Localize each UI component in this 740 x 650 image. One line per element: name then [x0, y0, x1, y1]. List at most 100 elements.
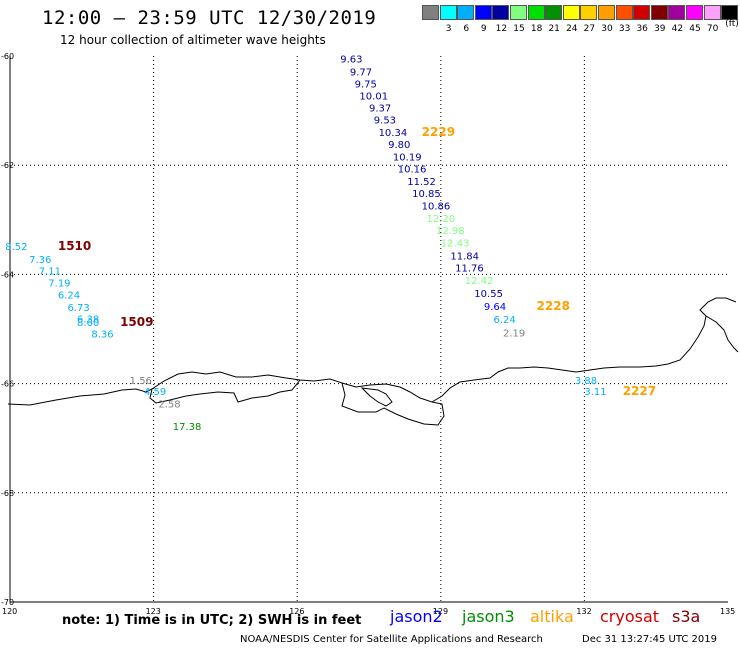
- longitude-label: 129: [433, 607, 448, 616]
- wave-height-value: 8.52: [5, 242, 27, 253]
- scale-swatch: [457, 5, 475, 20]
- latitude-label: -60: [1, 52, 14, 61]
- satellite-jason3: jason3: [462, 607, 515, 626]
- wave-height-value: 9.80: [388, 140, 410, 151]
- wave-height-value: 9.64: [484, 302, 506, 313]
- wave-height-observations: 9.639.779.7510.019.379.5310.349.8010.191…: [5, 55, 606, 433]
- scale-tick-label: 33: [618, 24, 631, 34]
- wave-height-value: 3.11: [584, 387, 606, 398]
- wave-height-value: 10.01: [359, 91, 388, 102]
- wave-height-value: 10.85: [412, 189, 441, 200]
- latitude-label: -66: [1, 380, 14, 389]
- scale-swatch: [668, 5, 686, 20]
- scale-swatch: [439, 5, 457, 20]
- credit-line: NOAA/NESDIS Center for Satellite Applica…: [240, 634, 543, 645]
- generation-timestamp: Dec 31 13:27:45 UTC 2019: [582, 634, 717, 645]
- scale-swatch: [721, 5, 739, 20]
- antarctic-coastline: [7, 297, 739, 426]
- map-frame: [9, 56, 728, 603]
- coastline-peninsula: [149, 379, 301, 404]
- scale-tick-label: 39: [654, 24, 666, 34]
- wave-height-value: 9.37: [369, 103, 391, 114]
- scale-tick-label: 24: [566, 24, 578, 34]
- pass-number: 2227: [623, 384, 656, 398]
- wave-height-value: 9.75: [355, 79, 377, 90]
- wave-height-value: 7.36: [29, 255, 51, 266]
- scale-tick-label: 6: [463, 24, 470, 34]
- wave-height-value: 1.56: [130, 376, 152, 387]
- scale-swatch: [598, 5, 615, 20]
- scale-swatch: [527, 5, 545, 20]
- scale-tick-label: 9: [480, 24, 487, 34]
- scale-tick-label: 30: [601, 24, 613, 34]
- longitude-label: 135: [720, 607, 735, 616]
- latitude-label: -70: [1, 598, 14, 607]
- scale-swatch: [615, 5, 633, 20]
- wave-height-value: 10.19: [393, 152, 422, 163]
- wave-height-value: 3.88: [575, 376, 597, 387]
- scale-tick-label: 12: [495, 24, 508, 34]
- wave-height-value: 6.73: [67, 303, 89, 314]
- longitude-label: 120: [2, 607, 17, 616]
- pass-number: 2229: [422, 125, 455, 139]
- wave-height-value: 12.20: [426, 214, 455, 225]
- wave-height-value: 6.24: [493, 315, 515, 326]
- satellite-jason2: jason2: [390, 607, 443, 626]
- satellite-altika: altika: [530, 607, 574, 626]
- footnote: note: 1) Time is in UTC; 2) SWH is in fe…: [62, 613, 362, 628]
- pass-number: 2228: [537, 299, 570, 313]
- wave-height-value: 10.16: [398, 164, 427, 175]
- wave-height-value: 11.52: [407, 177, 436, 188]
- wave-height-value: 6.38: [77, 315, 99, 326]
- scale-tick-label: 45: [689, 24, 701, 34]
- scale-tick-label: 27: [583, 24, 596, 34]
- pass-number: 1509: [120, 315, 153, 329]
- coastline-inlet: [341, 382, 445, 426]
- latitude-label: -64: [1, 270, 14, 279]
- wave-height-value: 8.60: [77, 318, 99, 329]
- wave-height-value: 12.42: [465, 276, 494, 287]
- coastline-bay: [360, 387, 393, 407]
- scale-tick-label: 18: [530, 24, 543, 34]
- scale-swatch: [492, 5, 510, 20]
- scale-tick-label: 3: [445, 24, 452, 34]
- wave-height-value: 6.24: [58, 291, 80, 302]
- scale-unit: (ft): [725, 19, 739, 29]
- wave-height-value: 7.11: [39, 267, 61, 278]
- scale-swatch: [633, 5, 651, 20]
- satellite-cryosat: cryosat: [600, 607, 660, 626]
- longitude-label: 126: [289, 607, 304, 616]
- wave-height-value: 10.55: [474, 289, 503, 300]
- scale-tick-label: 42: [671, 24, 684, 34]
- scale-swatch: [580, 5, 598, 20]
- wave-height-value: 7.19: [48, 279, 70, 290]
- wave-height-value: 12.98: [436, 226, 465, 237]
- wave-height-value: 2.19: [503, 328, 525, 339]
- scale-tick-label: 15: [513, 24, 525, 34]
- wave-height-value: 10.86: [422, 202, 451, 213]
- scale-swatch: [474, 5, 492, 20]
- latitude-label: -68: [1, 489, 14, 498]
- wave-height-value: 2.58: [158, 399, 180, 410]
- wave-height-value: 11.84: [450, 251, 479, 262]
- longitude-label: 132: [576, 607, 591, 616]
- wave-height-value: 10.34: [379, 128, 408, 139]
- scale-swatch: [562, 5, 580, 20]
- pass-number-labels: 2229 2228 2227 1510 1509: [58, 125, 656, 398]
- wave-height-value: 11.76: [455, 263, 484, 274]
- map-title: 12:00 – 23:59 UTC 12/30/2019: [42, 7, 377, 29]
- wave-height-value: 8.36: [91, 329, 113, 340]
- scale-swatch: [422, 5, 439, 20]
- longitude-label: 123: [146, 607, 161, 616]
- coastline-east-bay: [705, 315, 739, 353]
- wave-height-value: 12.43: [441, 239, 470, 250]
- wave-height-value: 17.38: [173, 422, 202, 433]
- scale-tick-label: 70: [706, 24, 719, 34]
- scale-swatch: [703, 5, 721, 20]
- scale-tick-label: 21: [548, 24, 560, 34]
- scale-swatch: [510, 5, 527, 20]
- wave-height-value: 9.63: [340, 55, 362, 66]
- pass-number: 1510: [58, 239, 91, 253]
